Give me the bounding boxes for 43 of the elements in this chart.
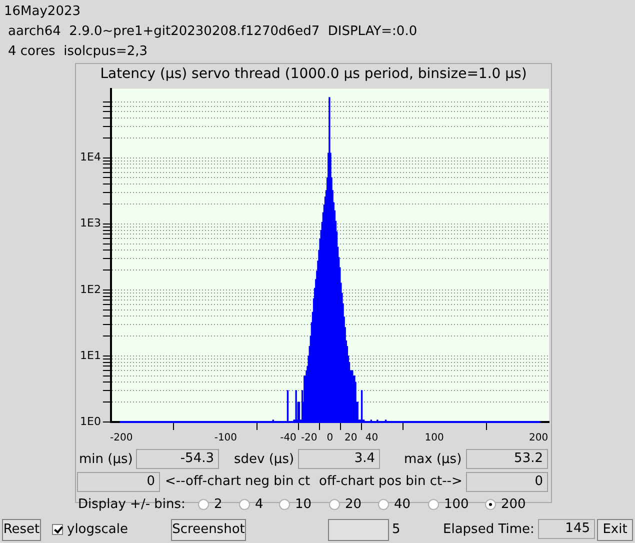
x-tick-label: -200: [110, 432, 133, 444]
x-tick-label: -20: [300, 432, 318, 444]
text: 53.2: [466, 449, 548, 469]
x-tick-label: 200: [529, 432, 548, 444]
text: 200: [501, 496, 526, 514]
y-tick-label: 1E3: [80, 216, 101, 230]
text: 3.4: [298, 449, 380, 469]
text: aarch64 2.9.0~pre1+git20230208.f1270d6ed7 DISPLAY=:0.0: [8, 23, 418, 41]
text: Display +/- bins:: [78, 496, 186, 514]
text: 4: [255, 496, 264, 514]
y-tick-label: 1E4: [80, 150, 101, 164]
text: sdev (µs): [234, 451, 294, 469]
text: Elapsed Time:: [443, 521, 534, 539]
text: 10: [295, 496, 312, 514]
text: <--off-chart neg bin ct: [165, 473, 310, 491]
text: off-chart pos bin ct-->: [319, 473, 462, 491]
x-tick-label: -40: [280, 432, 296, 444]
chart-title: Latency (µs) servo thread (1000.0 µs period, binsize=1.0 µs): [100, 66, 527, 82]
text: Reset: [2, 519, 41, 541]
y-tick-label: 1E0: [80, 414, 101, 428]
y-tick-label: 1E1: [80, 348, 101, 362]
text: 100: [444, 496, 469, 514]
text: Exit: [597, 519, 633, 541]
x-tick-label: 0: [326, 432, 334, 444]
text: 5: [392, 521, 400, 539]
x-tick-label: -100: [214, 432, 238, 444]
text: Screenshot: [171, 519, 246, 541]
x-tick-label: 40: [365, 432, 378, 444]
text: min (µs): [79, 451, 133, 469]
x-tick-label: 20: [344, 432, 358, 444]
text: 145: [538, 519, 595, 539]
text: ylogscale: [67, 521, 128, 539]
x-tick-label: 100: [424, 432, 444, 444]
text: 40: [394, 496, 411, 514]
text: 0: [77, 472, 160, 492]
text: 20: [345, 496, 362, 514]
text: 0: [466, 472, 548, 492]
text: 2: [214, 496, 222, 514]
text: 4 cores isolcpus=2,3: [8, 43, 148, 61]
y-tick-label: 1E2: [80, 282, 101, 296]
text: 16May2023: [4, 3, 81, 21]
text: -54.3: [136, 449, 219, 469]
text: max (µs): [404, 451, 462, 469]
